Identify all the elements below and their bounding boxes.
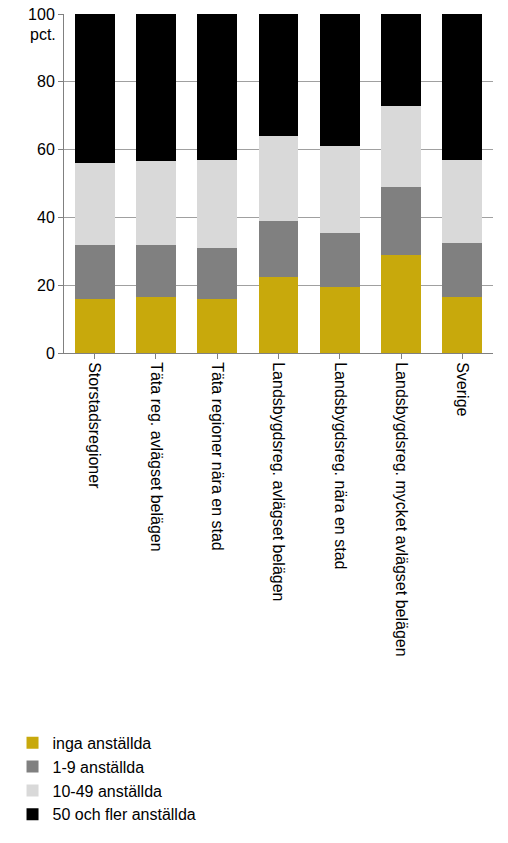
svg-text:10-49 anställda: 10-49 anställda	[53, 783, 163, 800]
svg-text:Täta regioner nära en stad: Täta regioner nära en stad	[209, 362, 226, 551]
svg-text:Landsbygdsreg. avlägset beläge: Landsbygdsreg. avlägset belägen	[270, 362, 287, 601]
svg-text:Storstadsregioner: Storstadsregioner	[86, 362, 103, 489]
svg-text:Täta reg. avlägset belägen: Täta reg. avlägset belägen	[148, 362, 165, 551]
svg-text:inga anställda: inga anställda	[53, 735, 152, 752]
svg-text:20: 20	[37, 277, 55, 294]
svg-text:50 och fler anställda: 50 och fler anställda	[53, 806, 196, 823]
svg-text:80: 80	[37, 73, 55, 90]
svg-text:100: 100	[28, 6, 55, 23]
svg-text:0: 0	[46, 345, 55, 362]
svg-text:1-9 anställda: 1-9 anställda	[53, 759, 145, 776]
svg-text:pct.: pct.	[30, 26, 56, 43]
svg-text:60: 60	[37, 141, 55, 158]
svg-text:40: 40	[37, 209, 55, 226]
svg-text:Sverige: Sverige	[454, 362, 471, 416]
svg-text:Landsbygdsreg. mycket avlägset: Landsbygdsreg. mycket avlägset belägen	[393, 362, 410, 656]
svg-text:Landsbygdsreg. nära en stad: Landsbygdsreg. nära en stad	[332, 362, 349, 569]
